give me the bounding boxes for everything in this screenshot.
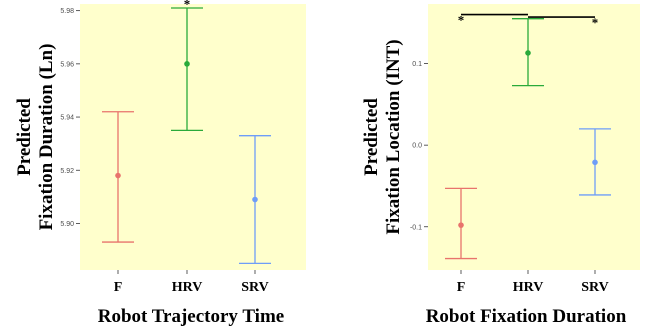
- chart-left: 5.90 5.92 5.94 5.96 5.98 * F HRV SRV Robot Tra…: [14, 0, 306, 327]
- x-tick-label-srv: SRV: [241, 280, 269, 295]
- significance-star: *: [458, 13, 465, 28]
- y-tick-label: 0.0: [412, 143, 422, 150]
- y-tick-label: 5.98: [60, 8, 74, 15]
- point-estimate-srv: [252, 196, 258, 203]
- chart-right-y-axis-title-line2: Fixation Location (INT): [383, 39, 404, 234]
- significance-star: *: [592, 15, 599, 30]
- chart-left-series: [102, 7, 271, 265]
- errorbar-f: [445, 187, 477, 260]
- x-tick-label-f: F: [457, 280, 466, 295]
- x-tick-label-hrv: HRV: [513, 280, 544, 295]
- point-estimate-hrv: [525, 50, 531, 56]
- significance-star: *: [184, 0, 191, 12]
- chart-right-x-ticks: F HRV SRV: [457, 270, 609, 295]
- y-tick-label: 5.96: [60, 61, 74, 68]
- errorbar-srv: [579, 128, 611, 196]
- chart-right-series: [445, 18, 611, 260]
- y-tick-label: 0.1: [412, 61, 422, 68]
- chart-right-y-axis-title-line1: Predicted: [361, 98, 382, 176]
- point-estimate-srv: [592, 159, 598, 166]
- y-tick-label: -0.1: [410, 224, 422, 231]
- chart-left-x-ticks: F HRV SRV: [114, 270, 269, 295]
- chart-right-y-ticks: -0.1 0.0 0.1: [410, 61, 428, 231]
- chart-left-significance: *: [184, 0, 191, 12]
- chart-right-plot-background: [428, 4, 640, 270]
- y-tick-label: 5.94: [60, 115, 74, 122]
- chart-right: -0.10.00.1 * * F HRV SRV Robot Fixation Dur…: [361, 4, 640, 327]
- chart-right-significance: * *: [458, 13, 599, 30]
- chart-left-y-axis-title-line2: Fixation Duration (Ln): [36, 44, 57, 231]
- errorbar-hrv: [171, 7, 203, 132]
- x-tick-label-f: F: [114, 280, 123, 295]
- errorbar-srv: [239, 135, 271, 265]
- y-tick-label: 5.90: [60, 221, 74, 228]
- errorbar-f: [102, 111, 134, 243]
- point-estimate-f: [458, 222, 464, 228]
- x-tick-label-hrv: HRV: [172, 280, 203, 295]
- chart-left-y-axis-title-line1: Predicted: [14, 98, 35, 176]
- x-tick-label-srv: SRV: [581, 280, 609, 295]
- chart-left-x-axis-title: Robot Trajectory Time: [98, 306, 284, 327]
- errorbar-hrv: [512, 18, 544, 87]
- chart-right-x-axis-title: Robot Fixation Duration: [426, 306, 627, 327]
- chart-left-y-ticks: 5.90 5.92 5.94 5.96 5.98: [60, 8, 80, 228]
- point-estimate-hrv: [184, 61, 190, 67]
- chart-left-plot-background: [80, 4, 306, 270]
- point-estimate-f: [115, 172, 121, 179]
- y-tick-label: 5.92: [60, 168, 74, 175]
